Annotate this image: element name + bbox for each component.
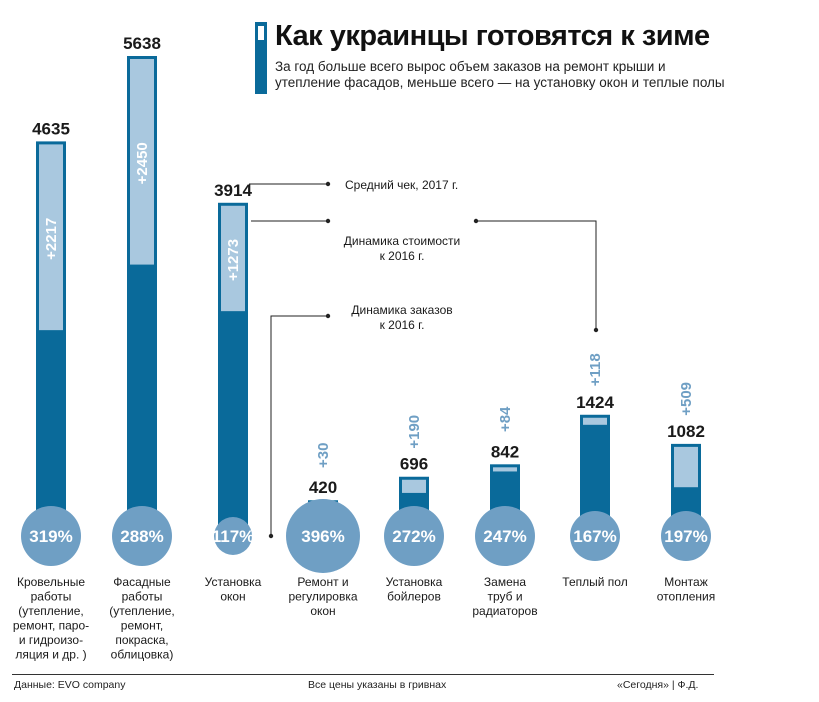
category-label-1-line-5: и гидроизо-: [19, 633, 83, 647]
category-label-1-line-3: (утепление,: [18, 604, 84, 618]
chart-subtitle: За год больше всего вырос объем заказов …: [275, 59, 725, 90]
category-label-1-line-6: ляция и др. ): [15, 648, 86, 662]
legend-dot-cost-dynamics-end: [593, 327, 599, 333]
legend-dot-order-dynamics-end: [268, 533, 274, 539]
legend-cost-dynamics-line-1: Динамика стоимости: [344, 234, 460, 248]
footer-note: Все цены указаны в гривнах: [308, 679, 447, 691]
footer-divider: [12, 674, 714, 675]
bar-increase-3: [221, 205, 245, 312]
category-label-1-line-2: работы: [31, 590, 72, 604]
total-label-5: 696: [400, 455, 428, 474]
category-label-4-line-3: окон: [310, 604, 335, 618]
increase-label-8: +509: [678, 382, 695, 416]
legend-dot-cost-dynamics: [325, 218, 331, 224]
category-label-8-line-2: отопления: [657, 590, 715, 604]
legend-line-cost-dynamics-right: [476, 220, 597, 330]
category-label-2-line-6: облицовка): [111, 648, 174, 662]
percent-circle-2: [112, 506, 172, 566]
legend-dot-avg-check: [325, 181, 331, 187]
percent-circle-3: [214, 517, 252, 555]
increase-label-2: +2450: [134, 142, 151, 184]
bar-increase-8: [674, 446, 698, 488]
category-label-2-line-2: работы: [122, 590, 163, 604]
category-label-1-line-4: ремонт, паро-: [13, 619, 89, 633]
total-label-1: 4635: [32, 119, 70, 138]
category-label-4-line-2: регулировка: [288, 590, 357, 604]
percent-label-4: 396%: [301, 527, 344, 546]
percent-circle-7: [570, 511, 620, 561]
category-label-3-line-2: окон: [220, 590, 245, 604]
percent-label-6: 247%: [483, 527, 526, 546]
increase-label-1: +2217: [43, 218, 60, 260]
category-label-5-line-1: Установка: [386, 575, 443, 589]
increase-label-3: +1273: [225, 239, 242, 281]
percent-circle-5: [384, 506, 444, 566]
footer-source: Данные: EVO company: [14, 679, 126, 691]
total-label-4: 420: [309, 478, 337, 497]
legend-order-dynamics-line-1: Динамика заказов: [351, 303, 452, 317]
category-label-1-line-1: Кровельные: [17, 575, 85, 589]
legend-order-dynamics-line-2: к 2016 г.: [380, 318, 425, 332]
category-label-7-line-1: Теплый пол: [562, 575, 627, 589]
title-accent-bar: [255, 22, 267, 94]
category-label-2-line-3: (утепление,: [109, 604, 175, 618]
percent-label-8: 197%: [664, 527, 707, 546]
category-label-2-line-5: покраска,: [115, 633, 168, 647]
increase-label-6: +84: [497, 406, 514, 432]
percent-label-3: 117%: [212, 527, 255, 546]
category-label-4-line-1: Ремонт и: [297, 575, 348, 589]
total-label-6: 842: [491, 442, 519, 461]
legend-cost-dynamics-line-2: к 2016 г.: [380, 249, 425, 263]
total-label-3: 3914: [214, 181, 252, 200]
category-label-6-line-2: труб и: [487, 590, 522, 604]
total-label-7: 1424: [576, 393, 614, 412]
bar-increase-7: [583, 417, 607, 425]
percent-circle-8: [661, 511, 711, 561]
chart-title: Как украинцы готовятся к зиме: [275, 20, 710, 52]
category-label-2-line-4: ремонт,: [121, 619, 163, 633]
percent-label-7: 167%: [573, 527, 616, 546]
legend-line-order-dynamics: [270, 315, 328, 536]
bar-increase-6: [493, 467, 517, 472]
category-label-5-line-2: бойлеров: [387, 590, 441, 604]
category-label-6-line-1: Замена: [484, 575, 526, 589]
total-label-8: 1082: [667, 422, 705, 441]
percent-label-5: 272%: [392, 527, 435, 546]
increase-label-5: +190: [406, 415, 423, 449]
category-label-2-line-1: Фасадные: [113, 575, 171, 589]
percent-circle-1: [21, 506, 81, 566]
category-label-6-line-3: радиаторов: [472, 604, 537, 618]
increase-label-4: +30: [315, 443, 332, 468]
legend-dot-order-dynamics: [325, 313, 331, 319]
percent-label-1: 319%: [29, 527, 72, 546]
bar-increase-1: [39, 144, 63, 331]
percent-circle-4: [286, 499, 360, 573]
legend-dot-cost-dynamics-right: [473, 218, 479, 224]
category-label-8-line-1: Монтаж: [664, 575, 708, 589]
percent-circle-6: [475, 506, 535, 566]
footer-credit: «Сегодня» | Ф.Д.: [617, 679, 699, 691]
percent-label-2: 288%: [120, 527, 163, 546]
increase-label-7: +118: [587, 353, 604, 386]
legend-avg-check: Средний чек, 2017 г.: [345, 178, 458, 192]
bar-increase-2: [130, 59, 154, 265]
total-label-2: 5638: [123, 34, 161, 53]
category-label-3-line-1: Установка: [205, 575, 262, 589]
bar-increase-5: [402, 479, 426, 493]
